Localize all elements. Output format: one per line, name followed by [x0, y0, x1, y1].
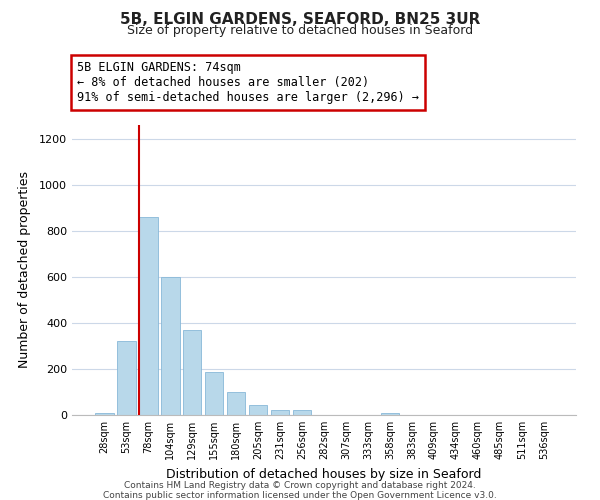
Text: Contains HM Land Registry data © Crown copyright and database right 2024.: Contains HM Land Registry data © Crown c… [124, 481, 476, 490]
Bar [95, 412, 113, 415]
Bar [249, 404, 268, 415]
Text: 5B, ELGIN GARDENS, SEAFORD, BN25 3UR: 5B, ELGIN GARDENS, SEAFORD, BN25 3UR [120, 12, 480, 28]
Bar [293, 410, 311, 415]
Y-axis label: Number of detached properties: Number of detached properties [17, 172, 31, 368]
Text: Contains public sector information licensed under the Open Government Licence v3: Contains public sector information licen… [103, 491, 497, 500]
Bar [271, 410, 289, 415]
Text: 5B ELGIN GARDENS: 74sqm
← 8% of detached houses are smaller (202)
91% of semi-de: 5B ELGIN GARDENS: 74sqm ← 8% of detached… [77, 61, 419, 104]
Bar [227, 392, 245, 415]
Bar [380, 412, 399, 415]
Bar [205, 372, 223, 415]
Bar [161, 277, 179, 415]
X-axis label: Distribution of detached houses by size in Seaford: Distribution of detached houses by size … [166, 468, 482, 480]
Bar [139, 217, 158, 415]
Text: Size of property relative to detached houses in Seaford: Size of property relative to detached ho… [127, 24, 473, 37]
Bar [183, 330, 202, 415]
Bar [117, 342, 136, 415]
